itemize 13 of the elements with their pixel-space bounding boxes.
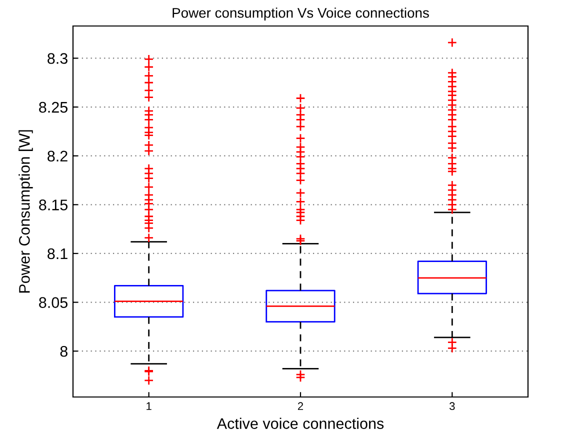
y-tick-label: 8.3 [48, 53, 68, 64]
y-tick-label: 8.2 [48, 150, 68, 162]
y-tick-label: 8.1 [48, 248, 68, 260]
chart-title: Power consumption Vs Voice connections [172, 8, 429, 21]
x-tick-label: 1 [146, 402, 152, 410]
y-tick-label: 8.15 [39, 200, 68, 210]
y-axis-title: Power Consumption [W] [18, 130, 33, 293]
x-tick-label: 2 [298, 402, 304, 410]
y-tick-label: 8.05 [39, 297, 68, 308]
y-tick-label: 8 [60, 346, 68, 357]
x-tick-label: 3 [450, 402, 455, 410]
y-tick-label: 8.25 [39, 102, 68, 113]
x-axis-title: Active voice connections [216, 418, 384, 429]
